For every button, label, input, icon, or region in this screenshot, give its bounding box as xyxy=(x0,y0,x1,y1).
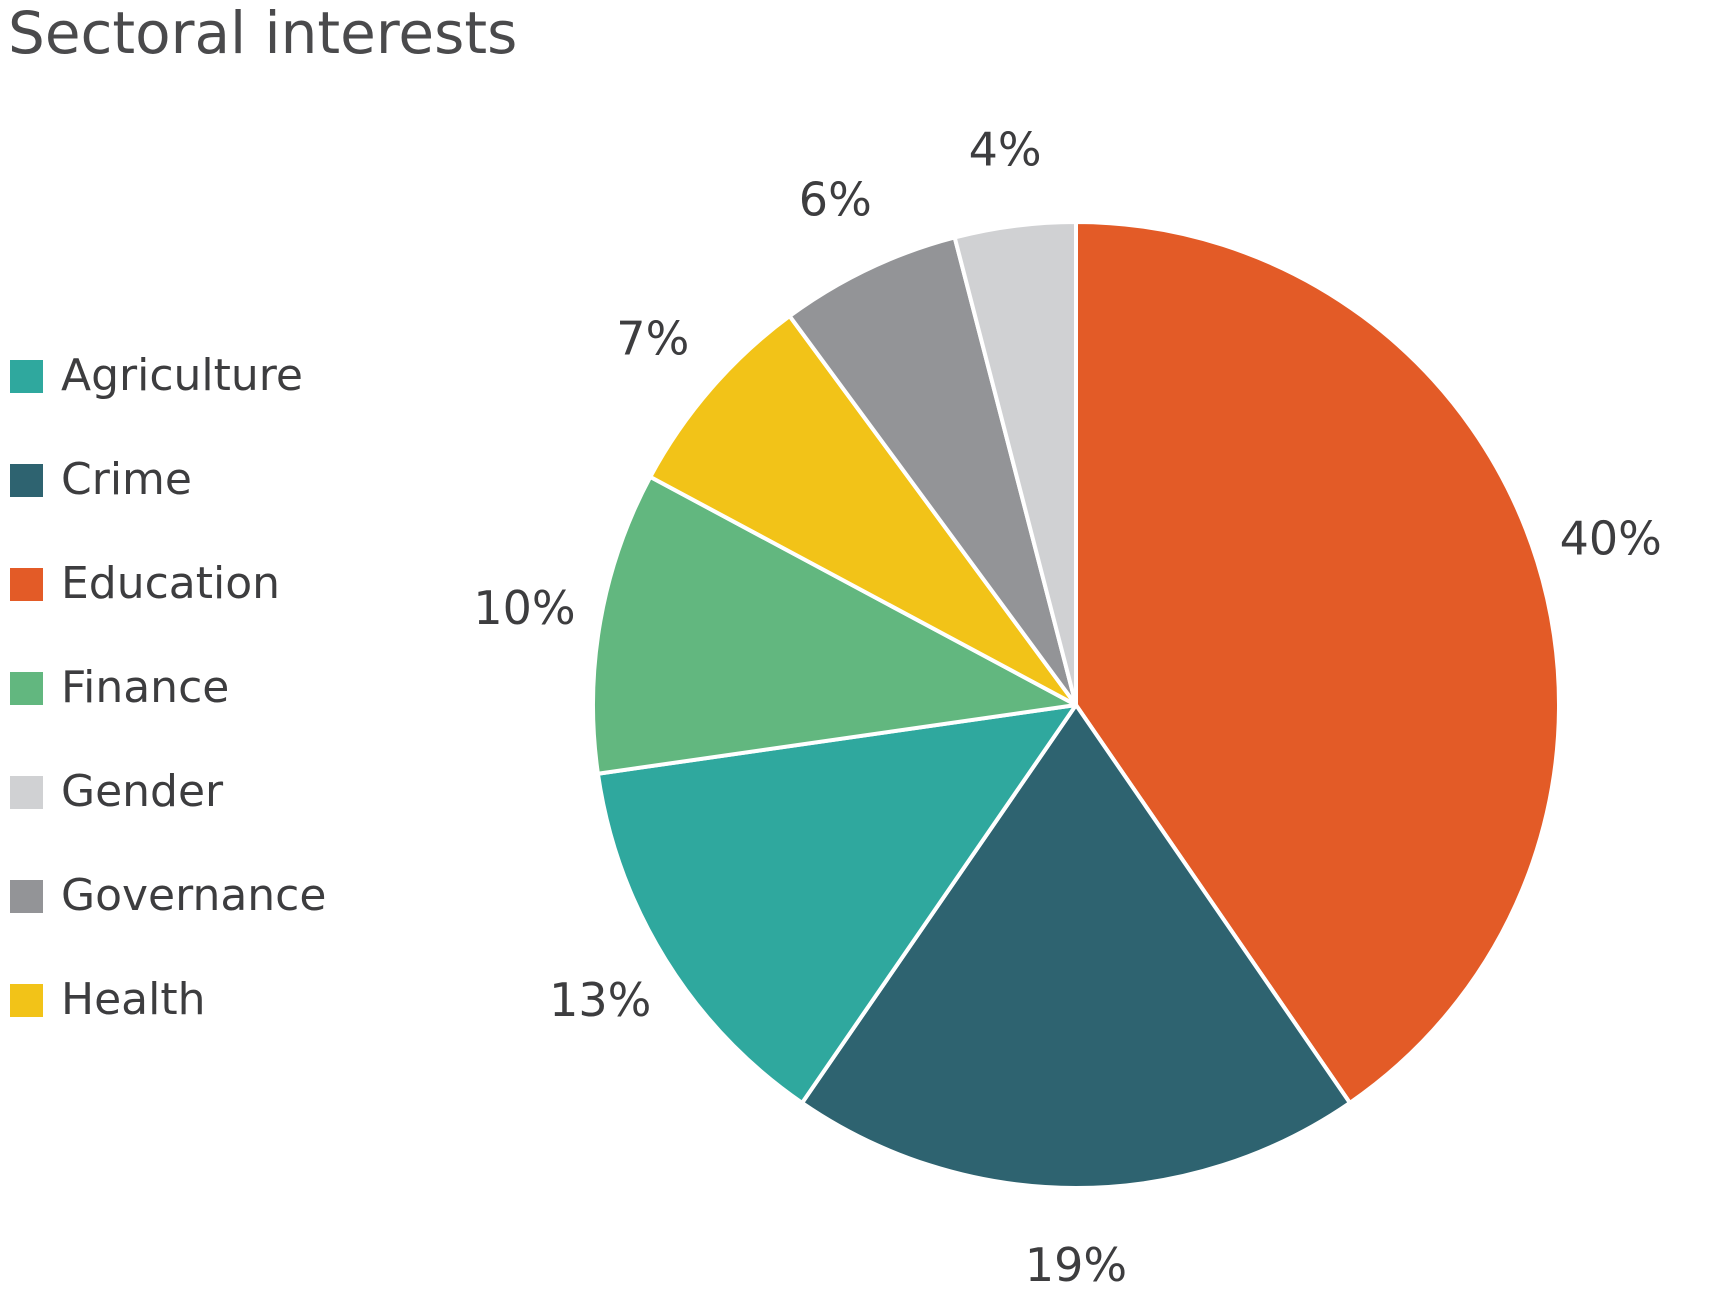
slice-label-gender: 4% xyxy=(969,123,1042,177)
legend-swatch-gender xyxy=(10,776,43,809)
legend-label-finance: Finance xyxy=(61,662,230,713)
legend-item-finance: Finance xyxy=(10,652,326,756)
pie-slice-finance xyxy=(591,474,1078,776)
pie-slice-gender xyxy=(952,220,1078,707)
pie-slice-education xyxy=(1074,220,1561,1105)
legend-swatch-agriculture xyxy=(10,360,43,393)
legend-item-education: Education xyxy=(10,548,326,652)
slice-label-education: 40% xyxy=(1560,512,1662,566)
legend-item-governance: Governance xyxy=(10,860,326,964)
slice-label-finance: 10% xyxy=(473,581,575,635)
legend-label-health: Health xyxy=(61,974,206,1025)
legend-swatch-governance xyxy=(10,880,43,913)
slice-label-crime: 19% xyxy=(1025,1238,1127,1292)
legend-item-crime: Crime xyxy=(10,444,326,548)
slice-label-agriculture: 13% xyxy=(549,973,651,1027)
slice-label-governance: 6% xyxy=(799,172,872,226)
legend-swatch-finance xyxy=(10,672,43,705)
legend-label-crime: Crime xyxy=(61,454,192,505)
pie-slice-governance xyxy=(787,235,1078,707)
chart-legend: Agriculture Crime Education Finance Gend… xyxy=(10,340,326,1068)
legend-swatch-education xyxy=(10,568,43,601)
legend-swatch-health xyxy=(10,984,43,1017)
pie-slices xyxy=(591,220,1561,1191)
legend-label-agriculture: Agriculture xyxy=(61,350,303,401)
legend-label-education: Education xyxy=(61,558,281,609)
legend-item-gender: Gender xyxy=(10,756,326,860)
pie-slice-agriculture xyxy=(595,703,1078,1105)
pie-labels: 40% 19% 13% 10% 7% 6% 4% xyxy=(473,123,1661,1293)
chart-title: Sectoral interests xyxy=(8,0,518,67)
legend-label-governance: Governance xyxy=(61,870,327,921)
pie-slice-crime xyxy=(800,703,1352,1191)
pie-slice-health xyxy=(648,314,1078,707)
legend-swatch-crime xyxy=(10,464,43,497)
legend-item-health: Health xyxy=(10,964,326,1068)
legend-label-gender: Gender xyxy=(61,766,224,817)
slice-label-health: 7% xyxy=(616,311,689,365)
legend-item-agriculture: Agriculture xyxy=(10,340,326,444)
